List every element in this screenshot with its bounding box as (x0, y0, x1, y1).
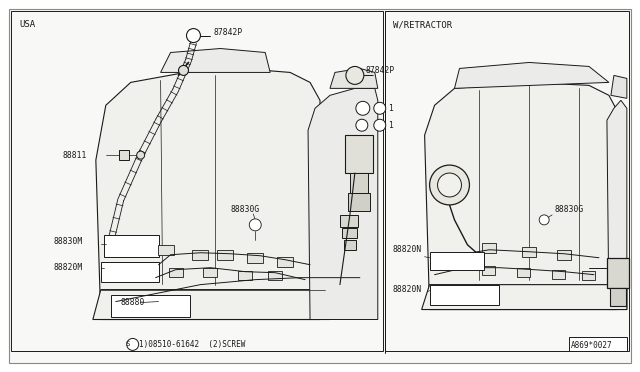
Bar (522, 247, 536, 257)
Circle shape (346, 67, 364, 84)
Bar (483, 243, 497, 253)
Bar (483, 266, 495, 275)
Polygon shape (93, 290, 330, 320)
Bar (157, 245, 173, 255)
Circle shape (438, 173, 461, 197)
Polygon shape (330, 68, 378, 89)
Bar (569, 337, 627, 352)
Circle shape (179, 65, 189, 76)
Text: 1: 1 (388, 121, 392, 130)
Polygon shape (422, 285, 627, 310)
Polygon shape (454, 62, 609, 89)
Text: S: S (125, 341, 130, 347)
Bar (582, 271, 595, 280)
Circle shape (429, 165, 469, 205)
Bar (340, 215, 358, 227)
Text: 87842P: 87842P (366, 66, 395, 75)
Bar (247, 253, 263, 263)
Text: 88830G: 88830G (230, 205, 260, 214)
Circle shape (356, 101, 370, 115)
Bar (385, 11, 629, 352)
Text: A869*0027: A869*0027 (571, 341, 612, 350)
Bar (238, 271, 252, 280)
Text: 88880: 88880 (121, 298, 145, 307)
Circle shape (186, 29, 200, 42)
Bar (429, 285, 499, 305)
Polygon shape (607, 100, 627, 310)
Circle shape (249, 219, 261, 231)
Bar (277, 257, 293, 267)
Circle shape (374, 102, 386, 114)
Polygon shape (424, 82, 617, 310)
Bar (342, 228, 357, 238)
Bar (552, 270, 565, 279)
Text: 88820N: 88820N (393, 285, 422, 294)
Text: 88820N: 88820N (393, 245, 422, 254)
Bar (607, 258, 629, 288)
Bar (517, 268, 530, 277)
Circle shape (356, 119, 368, 131)
Text: 1)08510-61642  (2)SCREW: 1)08510-61642 (2)SCREW (139, 340, 245, 349)
Bar (348, 193, 370, 211)
Bar (193, 250, 209, 260)
Polygon shape (161, 48, 270, 73)
Polygon shape (308, 89, 378, 320)
Bar (429, 252, 484, 270)
Bar (557, 250, 571, 260)
Circle shape (137, 151, 145, 159)
Bar (610, 288, 626, 305)
Text: 88820M: 88820M (53, 263, 83, 272)
Polygon shape (611, 76, 627, 98)
Text: USA: USA (19, 20, 35, 29)
Bar (11, 11, 383, 352)
Bar (101, 262, 159, 282)
Bar (268, 271, 282, 280)
Bar (345, 135, 373, 173)
Text: 87842P: 87842P (213, 28, 243, 37)
Text: 88811: 88811 (63, 151, 87, 160)
Text: W/RETRACTOR: W/RETRACTOR (393, 20, 452, 29)
Polygon shape (96, 68, 320, 320)
Bar (218, 250, 234, 260)
Bar (119, 150, 129, 160)
Bar (204, 268, 218, 277)
Text: 88830G: 88830G (554, 205, 584, 214)
Text: 1: 1 (388, 104, 392, 113)
Circle shape (539, 215, 549, 225)
Bar (168, 268, 182, 277)
Bar (104, 235, 159, 257)
Bar (344, 240, 356, 250)
Circle shape (374, 119, 386, 131)
Text: 88830M: 88830M (53, 237, 83, 246)
Bar (111, 295, 191, 317)
Circle shape (127, 339, 139, 350)
Bar (350, 173, 368, 193)
